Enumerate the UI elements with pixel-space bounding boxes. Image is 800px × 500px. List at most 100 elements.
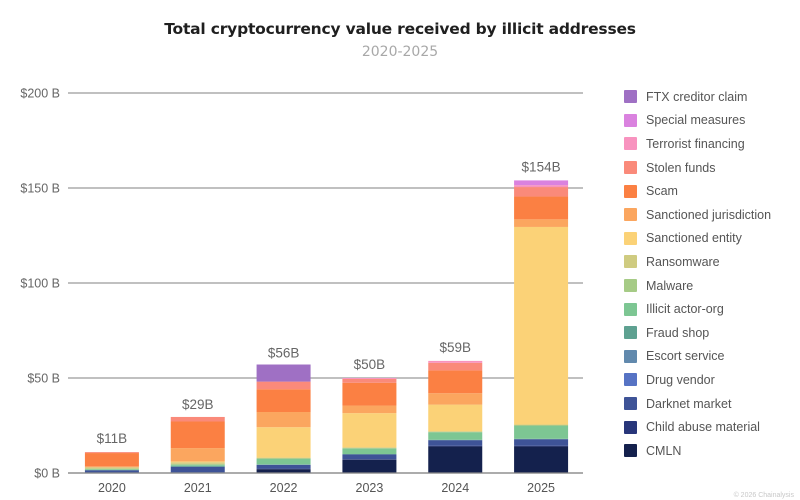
bar-segment-stolen-funds — [256, 381, 311, 390]
bar-segment-illicit-actor-org — [84, 469, 139, 471]
total-label: $154B — [522, 159, 561, 174]
legend-label: Ransomware — [646, 254, 720, 269]
bar-segment-scam — [256, 389, 311, 413]
bar-segment-scam — [84, 453, 139, 467]
legend-swatch — [624, 373, 637, 387]
bar-segment-cmln — [428, 446, 483, 473]
legend-swatch — [624, 137, 637, 151]
bar-segment-sanctioned-entity — [170, 461, 225, 463]
total-label: $11B — [97, 431, 128, 446]
bar-segment-terrorist-financing — [514, 185, 569, 188]
x-tick-label: 2022 — [270, 481, 298, 495]
legend-label: Stolen funds — [646, 160, 716, 175]
bar-segment-stolen-funds — [84, 452, 139, 454]
bar-segment-stolen-funds — [170, 416, 225, 422]
bar-segment-sanctioned-jurisdiction — [84, 466, 139, 468]
legend-item: Sanctioned entity — [624, 227, 771, 251]
legend-item: FTX creditor claim — [624, 85, 771, 109]
legend-label: Darknet market — [646, 396, 732, 411]
total-label: $50B — [354, 357, 386, 372]
y-tick-label: $200 B — [20, 87, 60, 101]
legend-item: Child abuse material — [624, 415, 771, 439]
legend-item: Fraud shop — [624, 321, 771, 345]
bar-segment-scam — [514, 196, 569, 220]
bar-segment-scam — [342, 382, 397, 406]
bar-segment-ransomware — [514, 424, 569, 426]
legend-swatch — [624, 184, 637, 198]
bar-segment-ftx-creditor-claim — [256, 364, 311, 382]
legend-swatch — [624, 444, 637, 458]
bar-segment-stolen-funds — [428, 362, 483, 371]
legend-swatch — [624, 420, 637, 434]
bar-segment-stolen-funds — [342, 378, 397, 383]
y-tick-label: $0 B — [34, 467, 60, 481]
bar-segment-illicit-actor-org — [170, 464, 225, 466]
chart-subtitle: 2020-2025 — [361, 44, 439, 60]
legend-item: Escort service — [624, 345, 771, 369]
legend-item: Scam — [624, 179, 771, 203]
bar-segment-scam — [428, 370, 483, 394]
legend-label: Scam — [646, 184, 678, 199]
legend-item: Malware — [624, 274, 771, 298]
legend-label: Child abuse material — [646, 420, 760, 435]
bar-segment-sanctioned-jurisdiction — [256, 412, 311, 428]
bar-segment-darknet-market — [256, 464, 311, 469]
bar-segment-child-abuse-material — [342, 459, 397, 460]
bar-segment-child-abuse-material — [514, 445, 569, 447]
bar-segment-sanctioned-jurisdiction — [514, 219, 569, 227]
bar-segment-sanctioned-entity — [342, 413, 397, 448]
bar-segment-terrorist-financing — [428, 360, 483, 363]
bar-segment-sanctioned-jurisdiction — [428, 393, 483, 405]
bar-segment-cmln — [514, 446, 569, 473]
legend-swatch — [624, 302, 637, 316]
legend-swatch — [624, 90, 637, 104]
bar-segment-illicit-actor-org — [428, 432, 483, 440]
bar-segment-special-measures — [514, 180, 569, 186]
bar-segment-stolen-funds — [514, 187, 569, 197]
bar-segment-ransomware — [170, 462, 225, 464]
legend-swatch — [624, 208, 637, 222]
legend-label: Sanctioned entity — [646, 231, 742, 246]
legend-label: Fraud shop — [646, 325, 710, 340]
bar-segment-child-abuse-material — [256, 468, 311, 470]
legend-item: Drug vendor — [624, 368, 771, 392]
bar-segment-ransomware — [342, 447, 397, 449]
legend-item: Special measures — [624, 109, 771, 133]
y-tick-label: $100 B — [20, 277, 60, 291]
bar-segment-darknet-market — [170, 466, 225, 473]
y-tick-label: $50 B — [27, 372, 60, 386]
legend-item: Sanctioned jurisdiction — [624, 203, 771, 227]
bar-segment-illicit-actor-org — [256, 458, 311, 465]
legend-label: Sanctioned jurisdiction — [646, 207, 772, 222]
x-tick-label: 2021 — [184, 481, 212, 495]
legend-swatch — [624, 231, 637, 245]
legend-label: FTX creditor claim — [646, 89, 748, 104]
legend-swatch — [624, 349, 637, 363]
total-label: $29B — [182, 397, 214, 412]
chart-title: Total cryptocurrency value received by i… — [164, 20, 636, 38]
legend-item: Stolen funds — [624, 156, 771, 180]
legend-label: Escort service — [646, 349, 725, 364]
copyright-footer: © 2026 Chainalysis — [733, 492, 794, 499]
bar-segment-sanctioned-entity — [256, 427, 311, 458]
legend-label: Terrorist financing — [646, 136, 745, 151]
bar-segment-malware — [170, 463, 225, 465]
legend-swatch — [624, 279, 637, 293]
legend-label: Malware — [646, 278, 694, 293]
legend-swatch — [624, 161, 637, 175]
x-tick-label: 2025 — [527, 481, 555, 495]
bar-segment-ransomware — [428, 431, 483, 433]
legend-item: Illicit actor-org — [624, 297, 771, 321]
legend-swatch — [624, 113, 637, 127]
bar-segment-sanctioned-jurisdiction — [170, 448, 225, 462]
bar-segment-ransomware — [256, 457, 311, 459]
bar-segment-sanctioned-entity — [428, 404, 483, 432]
bar-segment-fraud-shop — [256, 464, 311, 465]
legend-label: CMLN — [646, 443, 682, 458]
bar-segment-sanctioned-entity — [514, 226, 569, 425]
bar-segment-darknet-market — [428, 440, 483, 446]
legend-label: Illicit actor-org — [646, 302, 724, 317]
bar-segment-fraud-shop — [170, 465, 225, 467]
legend: FTX creditor claim Special measures Terror… — [624, 85, 771, 463]
